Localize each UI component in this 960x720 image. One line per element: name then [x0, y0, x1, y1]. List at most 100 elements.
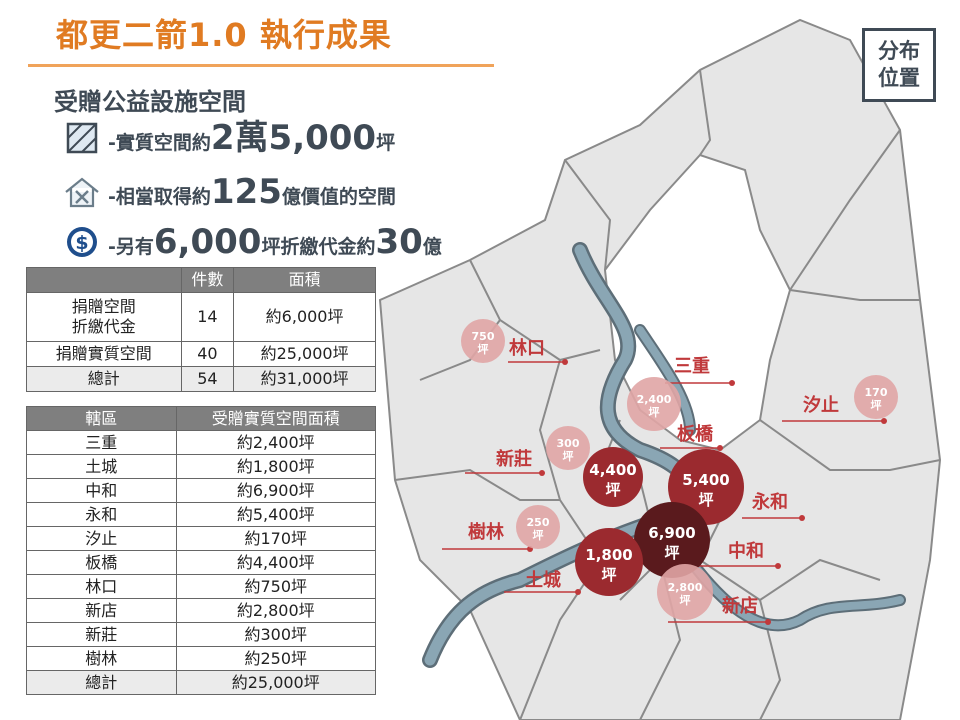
- marker-dot: [799, 515, 805, 521]
- marker-value: 6,900: [648, 524, 695, 542]
- marker-bubble-9: [575, 528, 643, 596]
- district-name: 三重: [26, 430, 177, 455]
- district-label: 中和: [728, 540, 764, 562]
- marker-dot: [775, 563, 781, 569]
- marker-unit: 坪: [649, 406, 660, 419]
- table-row: 板橋 約4,400坪: [26, 550, 377, 575]
- district-label: 板橋: [677, 423, 714, 445]
- bullet-3-middle: 坪折繳代金約: [261, 236, 376, 258]
- title-underline: [28, 64, 494, 67]
- table-row: 總計 約25,000坪: [26, 670, 377, 695]
- district-name: 新店: [26, 598, 177, 623]
- summary-count: 40: [180, 341, 235, 367]
- district-name: 土城: [26, 454, 177, 479]
- district-header-area: 受贈實質空間面積: [175, 406, 377, 431]
- district-name: 總計: [26, 670, 177, 695]
- summary-label: 捐贈空間 折繳代金: [26, 292, 182, 342]
- district-area: 約250坪: [175, 646, 377, 671]
- marker-dot: [881, 418, 887, 424]
- district-name: 樹林: [26, 646, 177, 671]
- marker-value: 1,800: [585, 546, 632, 564]
- table-row: 樹林 約250坪: [26, 646, 377, 671]
- marker-dot: [729, 380, 735, 386]
- marker-value: 750: [472, 330, 495, 343]
- district-label: 土城: [525, 569, 561, 591]
- table-row: 三重 約2,400坪: [26, 430, 377, 455]
- district-area: 約6,900坪: [175, 478, 377, 503]
- table-row: 新店 約2,800坪: [26, 598, 377, 623]
- bullet-3-suffix: 億: [422, 236, 442, 258]
- district-area: 約170坪: [175, 526, 377, 551]
- badge-line-2: 位置: [878, 66, 920, 90]
- district-name: 林口: [26, 574, 177, 599]
- marker-bubble-7: [516, 505, 560, 549]
- marker-value: 2,800: [668, 581, 703, 594]
- summary-area: 約6,000坪: [233, 292, 376, 342]
- district-header-row: 轄區 受贈實質空間面積: [26, 406, 377, 431]
- marker-value: 5,400: [682, 471, 729, 489]
- bullet-2-suffix: 億價值的空間: [281, 186, 396, 208]
- bullet-value-equivalent: -相當取得約 125 億價值的空間: [62, 174, 396, 210]
- table-row: 新莊 約300坪: [26, 622, 377, 647]
- marker-unit: 坪: [698, 491, 713, 509]
- district-label: 汐止: [803, 394, 839, 416]
- house-tools-icon: [65, 177, 99, 208]
- district-table: 轄區 受贈實質空間面積 三重 約2,400坪 土城 約1,800坪 中和 約6,900坪永…: [26, 406, 377, 695]
- marker-bubble-8: [634, 502, 710, 578]
- badge-line-1: 分布: [878, 39, 920, 63]
- marker-bubble-5: [546, 426, 590, 470]
- marker-bubble-1: [461, 319, 505, 363]
- table-row: 捐贈實質空間 40 約25,000坪: [26, 341, 376, 367]
- marker-unit: 坪: [680, 594, 691, 607]
- bullet-1-prefix: -實質空間約: [108, 132, 211, 154]
- bullet-3-prefix: -另有: [108, 236, 154, 258]
- marker-unit: 坪: [605, 481, 620, 499]
- page-title: 都更二箭1.0 執行成果: [56, 16, 392, 54]
- marker-unit: 坪: [664, 544, 679, 562]
- marker-bubble-10: [657, 564, 713, 620]
- summary-header-blank: [26, 267, 182, 293]
- marker-value: 170: [865, 386, 888, 399]
- bullet-cash-payment: $ -另有 6,000 坪折繳代金約 30 億: [62, 224, 442, 260]
- marker-dot: [539, 470, 545, 476]
- marker-value: 250: [527, 516, 550, 529]
- table-row: 永和 約5,400坪: [26, 502, 377, 527]
- district-label: 新莊: [496, 448, 532, 470]
- summary-table: 件數 面積 捐贈空間 折繳代金 14 約6,000坪 捐贈實質空間 40 約25…: [26, 267, 376, 392]
- marker-unit: 坪: [533, 529, 544, 542]
- district-name: 永和: [26, 502, 177, 527]
- marker-dot: [562, 359, 568, 365]
- district-area: 約5,400坪: [175, 502, 377, 527]
- marker-value: 2,400: [637, 393, 672, 406]
- district-area: 約1,800坪: [175, 454, 377, 479]
- district-area: 約25,000坪: [175, 670, 377, 695]
- district-label: 新店: [722, 595, 758, 617]
- marker-value: 300: [557, 437, 580, 450]
- summary-header-row: 件數 面積: [26, 267, 376, 293]
- summary-count: 54: [180, 366, 235, 392]
- summary-header-area: 面積: [233, 267, 376, 293]
- summary-label-text: 捐贈空間 折繳代金: [71, 297, 136, 336]
- bullet-physical-space: -實質空間約 2萬5,000 坪: [62, 120, 395, 156]
- table-row: 總計 54 約31,000坪: [26, 366, 376, 392]
- marker-unit: 坪: [601, 566, 616, 584]
- bullet-2-prefix: -相當取得約: [108, 186, 211, 208]
- district-area: 約750坪: [175, 574, 377, 599]
- summary-label: 總計: [26, 366, 182, 392]
- table-row: 中和 約6,900坪: [26, 478, 377, 503]
- marker-value: 4,400: [589, 461, 636, 479]
- bullet-1-value: 2萬5,000: [210, 118, 377, 158]
- district-name: 新莊: [26, 622, 177, 647]
- bullet-3-value-2: 30: [375, 222, 423, 262]
- marker-unit: 坪: [871, 399, 882, 412]
- bullet-1-suffix: 坪: [376, 132, 396, 154]
- section-subtitle: 受贈公益設施空間: [54, 88, 246, 116]
- marker-dot: [765, 619, 771, 625]
- district-area: 約4,400坪: [175, 550, 377, 575]
- district-area: 約300坪: [175, 622, 377, 647]
- marker-dot: [575, 589, 581, 595]
- district-name: 中和: [26, 478, 177, 503]
- svg-text:$: $: [75, 232, 88, 254]
- district-area: 約2,800坪: [175, 598, 377, 623]
